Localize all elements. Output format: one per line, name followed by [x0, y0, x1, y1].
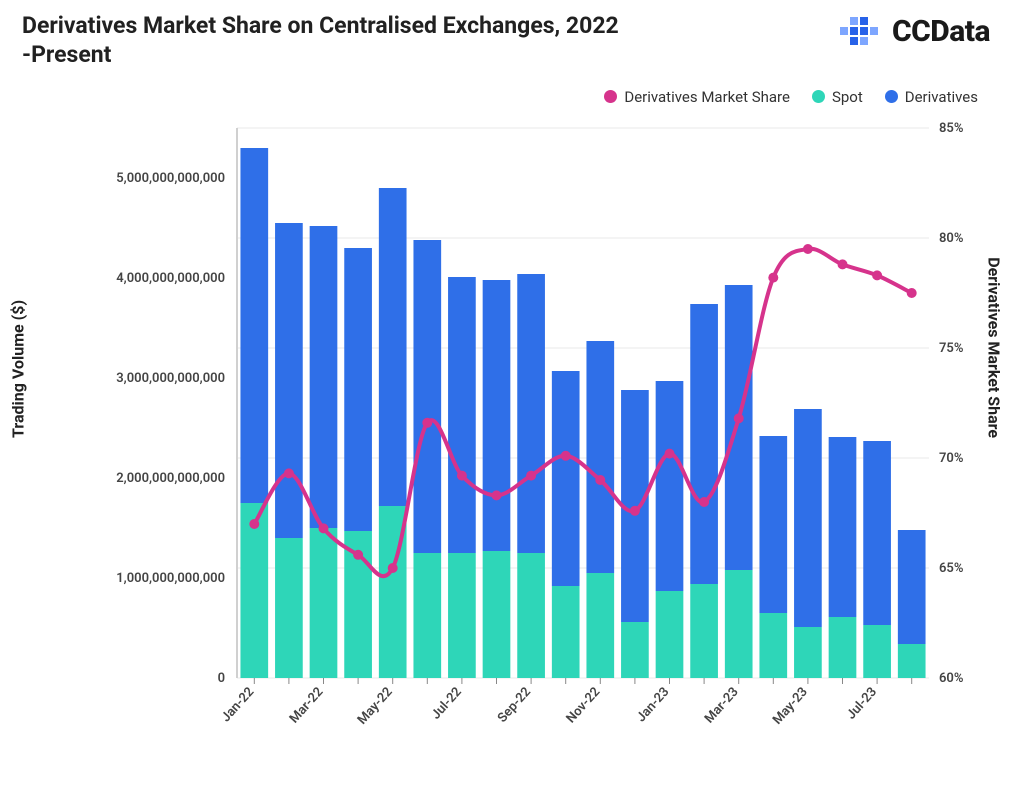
share-marker [838, 259, 848, 269]
x-tick-label: May-22 [355, 684, 396, 727]
bar-spot [829, 617, 857, 678]
y-right-tick: 75% [939, 341, 964, 356]
brand-logo: CCData [840, 14, 990, 49]
share-marker [353, 549, 363, 559]
legend-swatch-share [604, 90, 617, 103]
bar-derivatives [794, 409, 822, 627]
legend-item-share: Derivatives Market Share [604, 88, 790, 106]
brand-name: CCData [892, 14, 990, 49]
bar-derivatives [690, 304, 718, 584]
bar-spot [310, 528, 338, 678]
y-right-tick: 80% [939, 231, 964, 246]
bar-spot [759, 613, 787, 678]
bar-derivatives [517, 274, 545, 553]
share-marker [457, 470, 467, 480]
y-axis-left-label: Trading Volume ($) [9, 299, 28, 437]
bar-derivatives [310, 226, 338, 528]
share-marker [492, 490, 502, 500]
x-tick-label: Nov-22 [564, 684, 604, 726]
chart-area: Trading Volume ($) Derivatives Market Sh… [22, 118, 990, 758]
legend-label-share: Derivatives Market Share [624, 88, 790, 106]
bar-spot [621, 622, 649, 678]
share-marker [561, 450, 571, 460]
bar-spot [863, 625, 891, 678]
bar-spot [483, 551, 511, 678]
x-tick-label: Mar-22 [287, 684, 327, 726]
y-right-tick: 60% [939, 671, 964, 686]
bar-derivatives [275, 223, 303, 538]
share-marker [630, 505, 640, 515]
x-tick-label: Jan-22 [219, 684, 258, 725]
share-marker [526, 470, 536, 480]
share-marker [699, 497, 709, 507]
share-marker [249, 519, 259, 529]
y-left-tick: 3,000,000,000,000 [116, 371, 225, 386]
brand-icon [840, 15, 882, 49]
y-left-tick: 1,000,000,000,000 [116, 571, 225, 586]
x-tick-label: Jul-22 [429, 684, 465, 722]
y-right-tick: 65% [939, 561, 964, 576]
share-marker [734, 413, 744, 423]
legend-swatch-spot [812, 90, 825, 103]
x-tick-label: May-23 [770, 684, 811, 727]
bar-spot [448, 553, 476, 678]
bar-derivatives [344, 248, 372, 531]
bar-spot [240, 503, 268, 678]
bar-derivatives [586, 341, 614, 573]
share-marker [872, 270, 882, 280]
bar-derivatives [829, 437, 857, 617]
share-marker [907, 288, 917, 298]
bar-spot [794, 627, 822, 678]
bar-derivatives [656, 381, 684, 591]
chart-title-line1: Derivatives Market Share on Centralised … [22, 12, 619, 41]
bar-spot [898, 644, 926, 678]
y-left-tick: 2,000,000,000,000 [116, 471, 225, 486]
y-right-tick: 70% [939, 451, 964, 466]
legend-label-spot: Spot [832, 88, 863, 106]
y-left-tick: 0 [218, 671, 225, 686]
bar-spot [413, 553, 441, 678]
bar-spot [690, 584, 718, 678]
legend-item-derivatives: Derivatives [885, 88, 978, 106]
legend-item-spot: Spot [812, 88, 863, 106]
chart-title-line2: -Present [22, 41, 619, 70]
share-marker [388, 563, 398, 573]
legend-swatch-derivatives [885, 90, 898, 103]
legend-label-derivatives: Derivatives [905, 88, 978, 106]
bar-derivatives [898, 530, 926, 644]
bar-derivatives [863, 441, 891, 625]
x-tick-label: Jul-23 [844, 684, 880, 722]
share-marker [768, 272, 778, 282]
share-marker [595, 475, 605, 485]
share-marker [422, 417, 432, 427]
bar-derivatives [413, 240, 441, 553]
share-marker [803, 244, 813, 254]
y-right-tick: 85% [939, 121, 964, 136]
share-marker [665, 448, 675, 458]
bar-derivatives [552, 371, 580, 586]
y-axis-right-label: Derivatives Market Share [985, 257, 1004, 438]
y-left-tick: 5,000,000,000,000 [116, 171, 225, 186]
x-tick-label: Mar-23 [702, 684, 742, 726]
bar-spot [517, 553, 545, 678]
bar-derivatives [725, 285, 753, 570]
bar-spot [552, 586, 580, 678]
share-marker [319, 523, 329, 533]
legend: Derivatives Market Share Spot Derivative… [22, 88, 978, 106]
y-left-tick: 4,000,000,000,000 [116, 271, 225, 286]
x-tick-label: Sep-22 [495, 684, 534, 725]
bar-derivatives [240, 148, 268, 503]
x-tick-label: Jan-23 [634, 684, 673, 725]
bar-derivatives [759, 436, 787, 613]
bar-spot [656, 591, 684, 678]
bar-spot [275, 538, 303, 678]
bar-derivatives [448, 277, 476, 553]
bar-derivatives [483, 280, 511, 551]
share-marker [284, 468, 294, 478]
bar-spot [725, 570, 753, 678]
bar-spot [586, 573, 614, 678]
chart-svg: 0 1,000,000,000,000 2,000,000,000,000 3,000… [22, 118, 990, 758]
bar-derivatives [379, 188, 407, 506]
